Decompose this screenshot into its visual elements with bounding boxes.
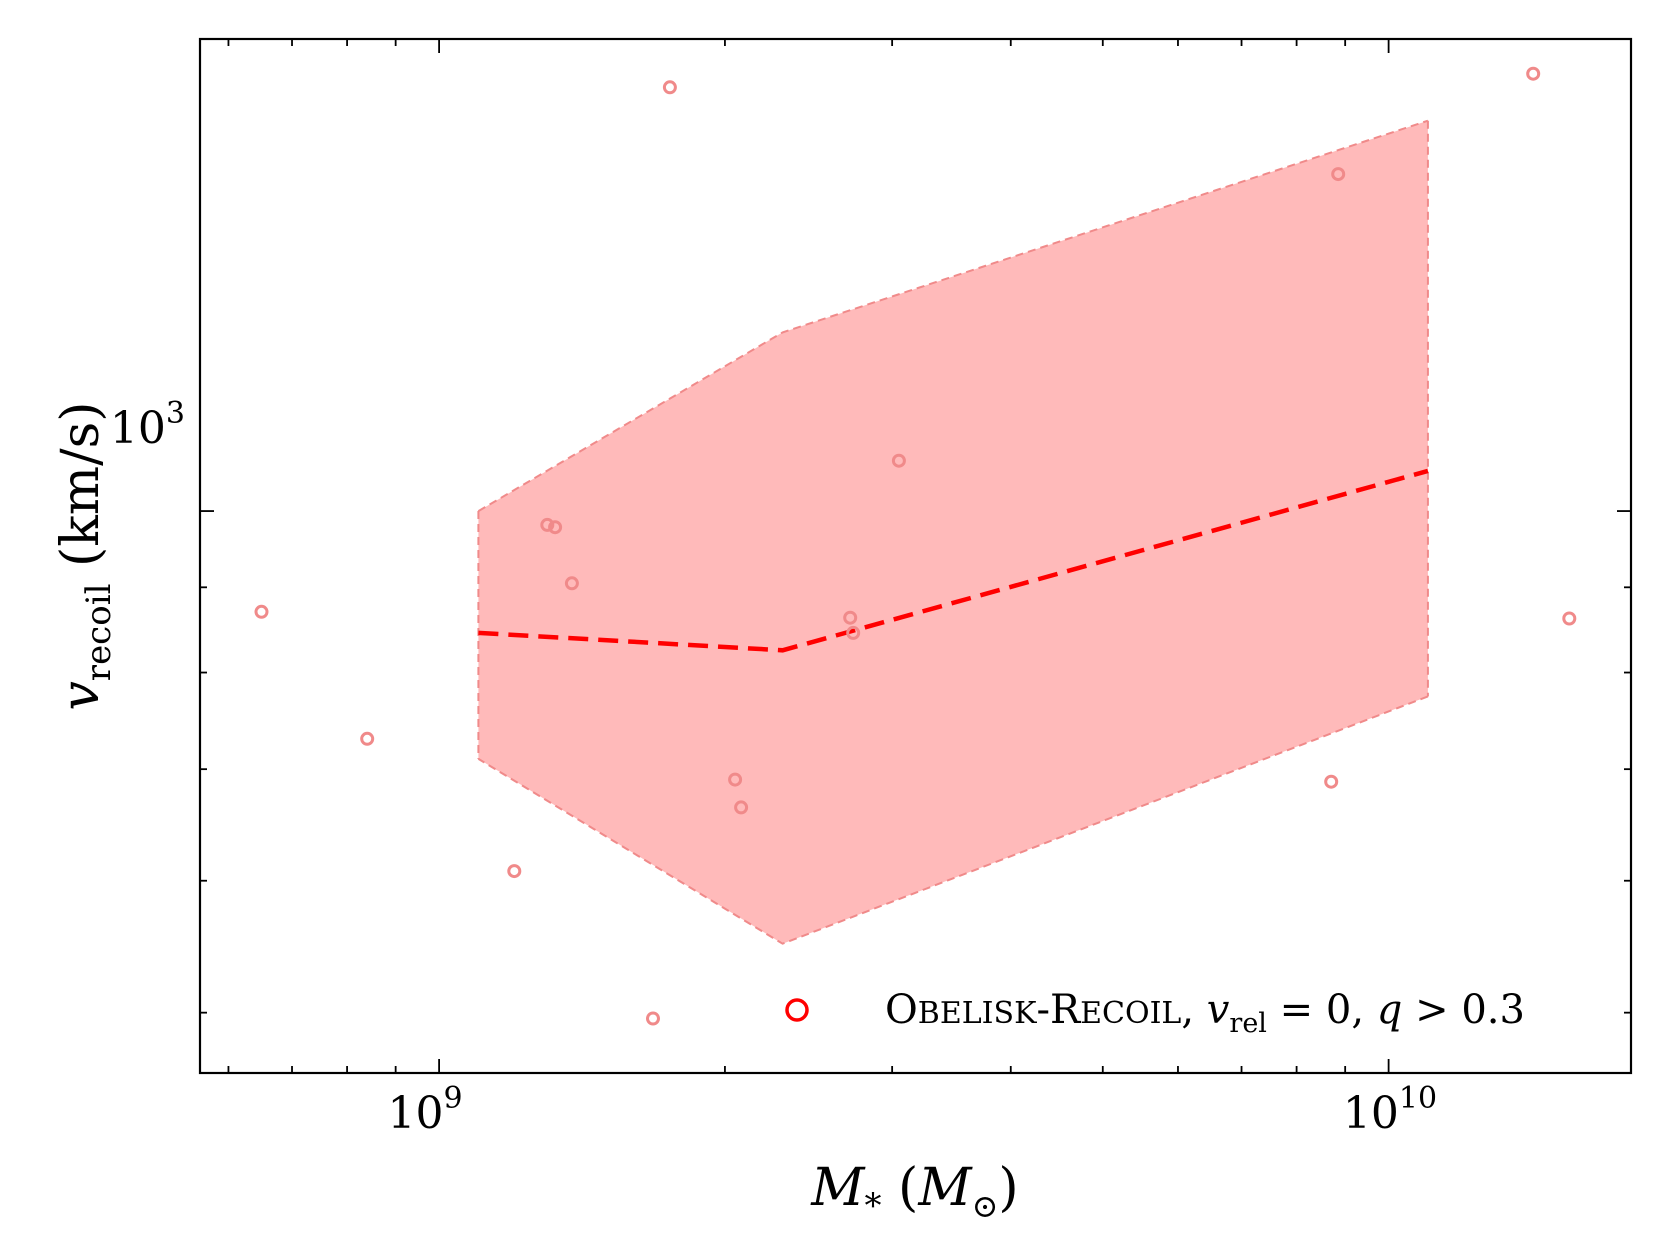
x-tick-label-1e10: 1010 (1343, 1081, 1437, 1139)
legend-label: OBELISK-RECOIL, vrel = 0, q > 0.3 (885, 987, 1525, 1039)
scatter-points-layer (254, 66, 1577, 1026)
band-lower-edge (477, 695, 1429, 945)
band-upper-edge (477, 119, 1429, 512)
plot-frame (198, 37, 1633, 1075)
legend: OBELISK-RECOIL, vrel = 0, q > 0.3 (785, 987, 1525, 1039)
y-tick-label-1e3: 103 (110, 396, 185, 454)
x-tick-label-1e9: 109 (387, 1081, 462, 1139)
axis-ticks-layer (200, 39, 1631, 1073)
data-point-15 (1526, 66, 1541, 81)
data-point-6 (646, 1011, 660, 1026)
data-point-7 (662, 80, 677, 95)
median-line (478, 468, 1429, 653)
data-point-12 (891, 453, 906, 468)
data-point-9 (734, 800, 749, 815)
y-axis-label: vrecoil (km/s) (51, 401, 119, 710)
data-point-14 (1331, 167, 1346, 182)
data-point-8 (728, 772, 743, 787)
data-point-16 (1562, 611, 1577, 626)
data-point-10 (843, 610, 858, 625)
data-point-1 (360, 731, 375, 746)
data-point-0 (254, 604, 269, 619)
data-point-13 (1324, 774, 1339, 789)
x-axis-label: M* (M⊙) (810, 1158, 1018, 1226)
median-line-layer (478, 468, 1429, 653)
data-point-3 (540, 517, 555, 532)
data-point-2 (507, 864, 522, 879)
data-point-5 (564, 576, 579, 591)
legend-marker (785, 998, 809, 1022)
confidence-band (478, 120, 1428, 944)
data-point-4 (548, 520, 563, 535)
confidence-band-layer (477, 119, 1429, 945)
data-point-11 (846, 625, 861, 640)
